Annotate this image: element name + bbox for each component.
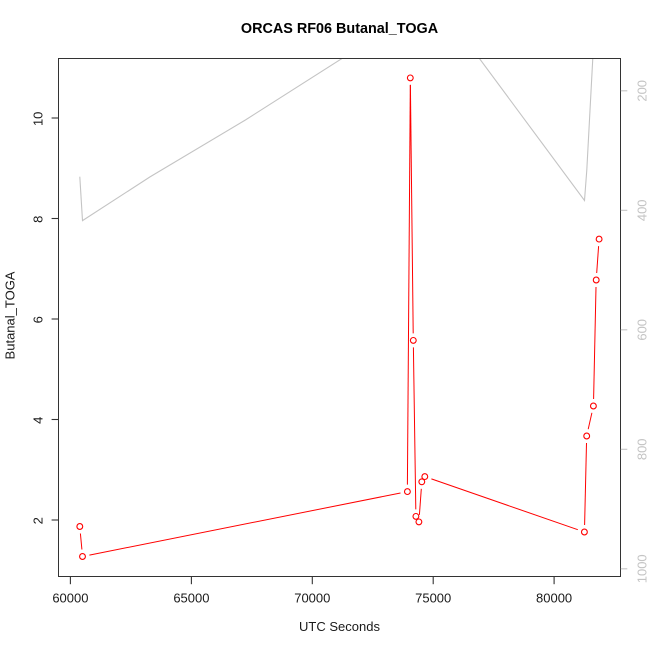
svg-text:75000: 75000 — [415, 590, 451, 605]
svg-text:6: 6 — [30, 316, 45, 323]
svg-text:800: 800 — [634, 438, 649, 460]
svg-text:65000: 65000 — [173, 590, 209, 605]
svg-text:80000: 80000 — [536, 590, 572, 605]
svg-text:10: 10 — [30, 112, 45, 126]
svg-text:70000: 70000 — [294, 590, 330, 605]
svg-text:2: 2 — [30, 517, 45, 524]
svg-text:60000: 60000 — [52, 590, 88, 605]
svg-text:Butanal_TOGA: Butanal_TOGA — [2, 271, 17, 359]
svg-text:400: 400 — [634, 199, 649, 221]
svg-text:ORCAS RF06 Butanal_TOGA: ORCAS RF06 Butanal_TOGA — [241, 21, 439, 37]
svg-text:600: 600 — [634, 319, 649, 341]
svg-text:8: 8 — [30, 216, 45, 223]
svg-text:1000: 1000 — [634, 554, 649, 583]
svg-text:200: 200 — [634, 80, 649, 102]
svg-text:4: 4 — [30, 417, 45, 424]
svg-text:UTC Seconds: UTC Seconds — [299, 619, 380, 634]
